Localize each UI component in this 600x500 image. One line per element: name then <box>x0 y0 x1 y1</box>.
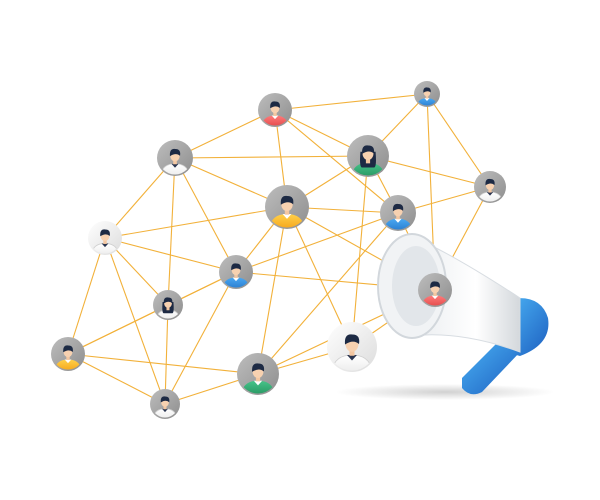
connection-line <box>257 206 288 375</box>
avatar-hair <box>169 148 181 157</box>
connection-line <box>257 212 399 375</box>
connection-line <box>104 237 237 273</box>
avatar-neck <box>166 305 170 311</box>
avatar-bottom-left <box>150 389 180 419</box>
connection-line <box>167 157 176 306</box>
connection-line <box>174 155 369 159</box>
avatar-hair <box>392 203 404 212</box>
avatar-collar <box>282 214 292 219</box>
connection-line <box>164 271 237 405</box>
megaphone-icon <box>377 233 549 395</box>
avatar-hair <box>100 229 110 237</box>
avatar-neck <box>425 94 429 99</box>
avatar-bottom-green <box>237 353 279 395</box>
connection-line <box>174 109 276 159</box>
connection-line <box>67 353 166 405</box>
avatar-neck <box>103 238 107 244</box>
avatar-shirt <box>261 115 289 126</box>
avatar-hair <box>423 87 431 93</box>
avatar-middle-blue <box>219 255 253 289</box>
avatar-right-edge <box>474 171 506 203</box>
avatar-collar <box>101 243 109 248</box>
avatar-megaphone-red <box>418 273 452 307</box>
connection-line <box>235 212 399 273</box>
avatar-collar <box>162 408 168 413</box>
avatar-center-large <box>265 185 309 229</box>
connection-line <box>174 157 237 273</box>
connection-line <box>274 93 428 111</box>
avatar-neck <box>173 158 177 165</box>
avatar-left-small <box>88 221 122 255</box>
avatar-hair <box>163 297 173 304</box>
avatar-upper-center-woman <box>347 135 389 177</box>
avatar-neck <box>433 290 437 296</box>
avatar-shirt <box>240 380 276 394</box>
connection-line <box>67 304 169 355</box>
avatar-shirt <box>54 359 82 370</box>
megaphone-handle <box>462 340 520 395</box>
avatar-hair <box>344 334 360 345</box>
avatar-neck <box>396 213 400 220</box>
megaphone-shadow <box>335 384 555 400</box>
avatar-collar <box>253 380 263 386</box>
connection-line <box>67 353 259 375</box>
avatar-neck <box>255 375 261 382</box>
avatar-collar <box>394 218 402 223</box>
avatar-collar <box>486 192 494 196</box>
megaphone-inner <box>392 246 440 326</box>
avatar-neck <box>349 348 355 356</box>
avatar-hair <box>252 363 265 372</box>
avatar-lower-left-woman <box>153 290 183 320</box>
avatar-right-blue <box>380 195 416 231</box>
avatar-collar <box>424 98 430 102</box>
avatar-far-left-yellow <box>51 337 85 371</box>
avatar-collar <box>64 359 72 364</box>
avatar-collar <box>431 295 439 300</box>
connection-line <box>164 304 169 405</box>
connection-line <box>67 237 106 355</box>
avatar-top-center <box>258 93 292 127</box>
avatar-shirt <box>268 214 306 228</box>
avatar-hair <box>485 178 495 186</box>
avatar-shirt <box>383 218 413 230</box>
avatar-top-right <box>414 81 440 107</box>
avatar-hair <box>430 281 440 289</box>
connection-line <box>351 155 369 348</box>
avatar-neck <box>66 354 70 360</box>
avatar-upper-left <box>157 140 193 176</box>
avatar-collar <box>347 355 357 361</box>
network-avatars <box>51 81 506 419</box>
avatar-collar <box>171 163 179 168</box>
avatar-shirt <box>416 98 438 106</box>
avatar-shirt <box>421 295 449 306</box>
avatar-hair <box>280 195 294 205</box>
avatar-neck <box>365 157 371 164</box>
connection-line <box>286 206 353 348</box>
avatar-shirt <box>350 162 386 176</box>
avatar-neck <box>234 272 238 278</box>
avatar-hair <box>270 101 280 109</box>
avatar-hair <box>160 396 170 403</box>
avatar-collar <box>271 115 279 120</box>
connection-line <box>274 109 399 214</box>
connection-line <box>104 206 288 239</box>
connection-line <box>426 93 491 188</box>
avatar-shirt <box>222 277 250 288</box>
avatar-collar <box>232 277 240 282</box>
avatar-hair <box>231 263 241 271</box>
avatar-hair <box>63 345 73 353</box>
avatar-lower-right-large <box>327 322 377 372</box>
avatar-neck <box>284 208 290 215</box>
avatar-neck <box>488 187 492 193</box>
avatar-neck <box>273 110 277 116</box>
avatar-hair <box>362 145 375 154</box>
avatar-neck <box>163 404 167 410</box>
